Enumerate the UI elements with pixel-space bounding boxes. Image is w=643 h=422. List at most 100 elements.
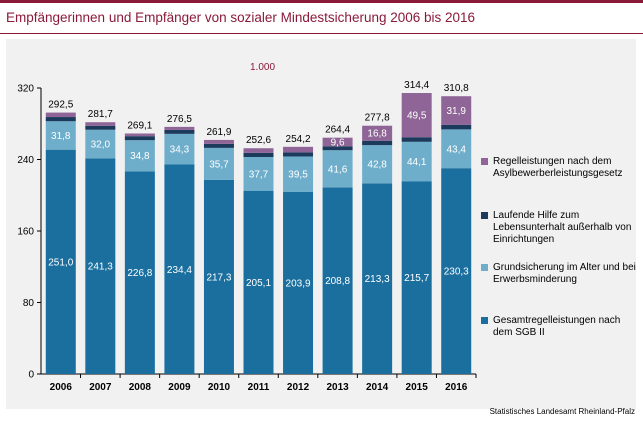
bar-segment (203, 143, 234, 148)
total-label: 292,5 (48, 100, 73, 111)
bar-segment (45, 117, 76, 122)
total-label: 277,8 (365, 113, 390, 124)
legend-item-grundsicherung: Grundsicherung im Alter und bei Erwerbsm… (481, 262, 641, 286)
data-label: 34,3 (170, 145, 190, 156)
bar-segment (164, 164, 195, 374)
legend-label-gesamtregelleistungen: Gesamtregelleistungen nach dem SGB II (493, 315, 621, 338)
data-label: 31,9 (446, 106, 466, 117)
legend-label-asyl: Regelleistungen nach dem Asylbewerberlei… (493, 156, 623, 179)
x-tick-label: 2014 (366, 382, 389, 393)
x-tick-label: 2011 (248, 382, 270, 393)
legend-label-laufende-hilfe: Laufende Hilfe zum Lebensunterhalt außer… (493, 210, 632, 245)
bar-segment (85, 122, 116, 126)
data-label: 230,3 (444, 267, 469, 278)
total-label: 310,8 (444, 83, 469, 94)
bar-segment (322, 146, 353, 151)
bar-segment (164, 133, 195, 165)
legend-item-asyl: Regelleistungen nach dem Asylbewerberlei… (481, 156, 641, 180)
data-label: 217,3 (206, 272, 231, 283)
x-tick-label: 2013 (326, 382, 349, 393)
bar-segment (164, 126, 195, 130)
bar-segment (441, 124, 472, 130)
bar-segment (362, 183, 393, 374)
legend-item-gesamtregelleistungen: Gesamtregelleistungen nach dem SGB II (481, 315, 641, 339)
bar-segment (124, 140, 155, 172)
x-tick-label: 2016 (445, 382, 468, 393)
bar-segment (362, 125, 393, 141)
bar-segment (322, 137, 353, 147)
legend-swatch-asyl (481, 158, 488, 165)
bar-segment (243, 156, 274, 191)
total-label: 276,5 (167, 114, 192, 125)
bar-segment (124, 133, 155, 137)
y-tick-label: 320 (17, 84, 34, 95)
y-tick-label: 160 (17, 227, 34, 238)
title-divider (0, 33, 643, 34)
total-label: 314,4 (404, 80, 429, 91)
bar-segment (243, 152, 274, 157)
data-label: 205,1 (246, 278, 271, 289)
data-label: 215,7 (404, 273, 429, 284)
y-tick-label: 80 (23, 298, 35, 309)
source-note: Statistisches Landesamt Rheinland-Pfalz (489, 407, 635, 416)
data-label: 251,0 (48, 257, 73, 268)
bar-segment (441, 168, 472, 374)
bar-segment (203, 147, 234, 180)
total-label: 252,6 (246, 135, 271, 146)
bar-segment (401, 93, 432, 138)
total-label: 261,9 (206, 127, 231, 138)
top-accent-bar (0, 0, 643, 3)
data-label: 37,7 (249, 169, 269, 180)
x-tick-label: 2010 (208, 382, 231, 393)
data-label: 35,7 (209, 159, 229, 170)
x-tick-label: 2009 (168, 382, 191, 393)
total-label: 264,4 (325, 125, 350, 136)
y-tick-label: 0 (28, 370, 34, 381)
legend-swatch-gesamtregelleistungen (481, 317, 488, 324)
data-label: 32,0 (91, 140, 111, 151)
data-label: 31,8 (51, 131, 71, 142)
data-label: 234,4 (167, 265, 192, 276)
page-title: Empfängerinnen und Empfänger von soziale… (6, 10, 476, 25)
total-label: 254,2 (286, 134, 311, 145)
bar-segment (124, 171, 155, 374)
data-label: 241,3 (88, 262, 113, 273)
x-tick-label: 2006 (50, 382, 73, 393)
bar-segment (283, 152, 314, 157)
bar-segment (322, 187, 353, 374)
x-tick-label: 2015 (406, 382, 429, 393)
bar-segment (45, 112, 76, 118)
x-tick-label: 2007 (89, 382, 112, 393)
bar-segment (283, 156, 314, 192)
data-label: 226,8 (127, 268, 152, 279)
total-label: 281,7 (88, 109, 113, 120)
legend-swatch-grundsicherung (481, 264, 488, 271)
bar-segment (85, 125, 116, 130)
bar-segment (243, 190, 274, 374)
bar-segment (322, 150, 353, 188)
data-label: 203,9 (286, 278, 311, 289)
data-label: 44,1 (407, 157, 427, 168)
x-tick-label: 2012 (287, 382, 310, 393)
data-label: 41,6 (328, 164, 348, 175)
bar-segment (124, 136, 155, 141)
bar-segment (362, 145, 393, 184)
bar-segment (85, 158, 116, 374)
bar-segment (401, 137, 432, 142)
chart-unit-label: 1.000 (249, 62, 276, 73)
bar-segment (401, 181, 432, 374)
legend-item-laufende-hilfe: Laufende Hilfe zum Lebensunterhalt außer… (481, 210, 641, 246)
bar-segment (45, 149, 76, 374)
data-label: 208,8 (325, 276, 350, 287)
legend-label-grundsicherung: Grundsicherung im Alter und bei Erwerbsm… (493, 262, 636, 285)
bar-segment (203, 139, 234, 144)
data-label: 34,8 (130, 151, 150, 162)
bar-segment (164, 129, 195, 134)
data-label: 9,6 (331, 137, 345, 148)
bar-segment (85, 129, 116, 159)
bar-segment (203, 179, 234, 374)
data-label: 42,8 (367, 160, 387, 171)
data-label: 213,3 (365, 274, 390, 285)
y-tick-label: 240 (17, 155, 34, 166)
x-tick-label: 2008 (129, 382, 152, 393)
